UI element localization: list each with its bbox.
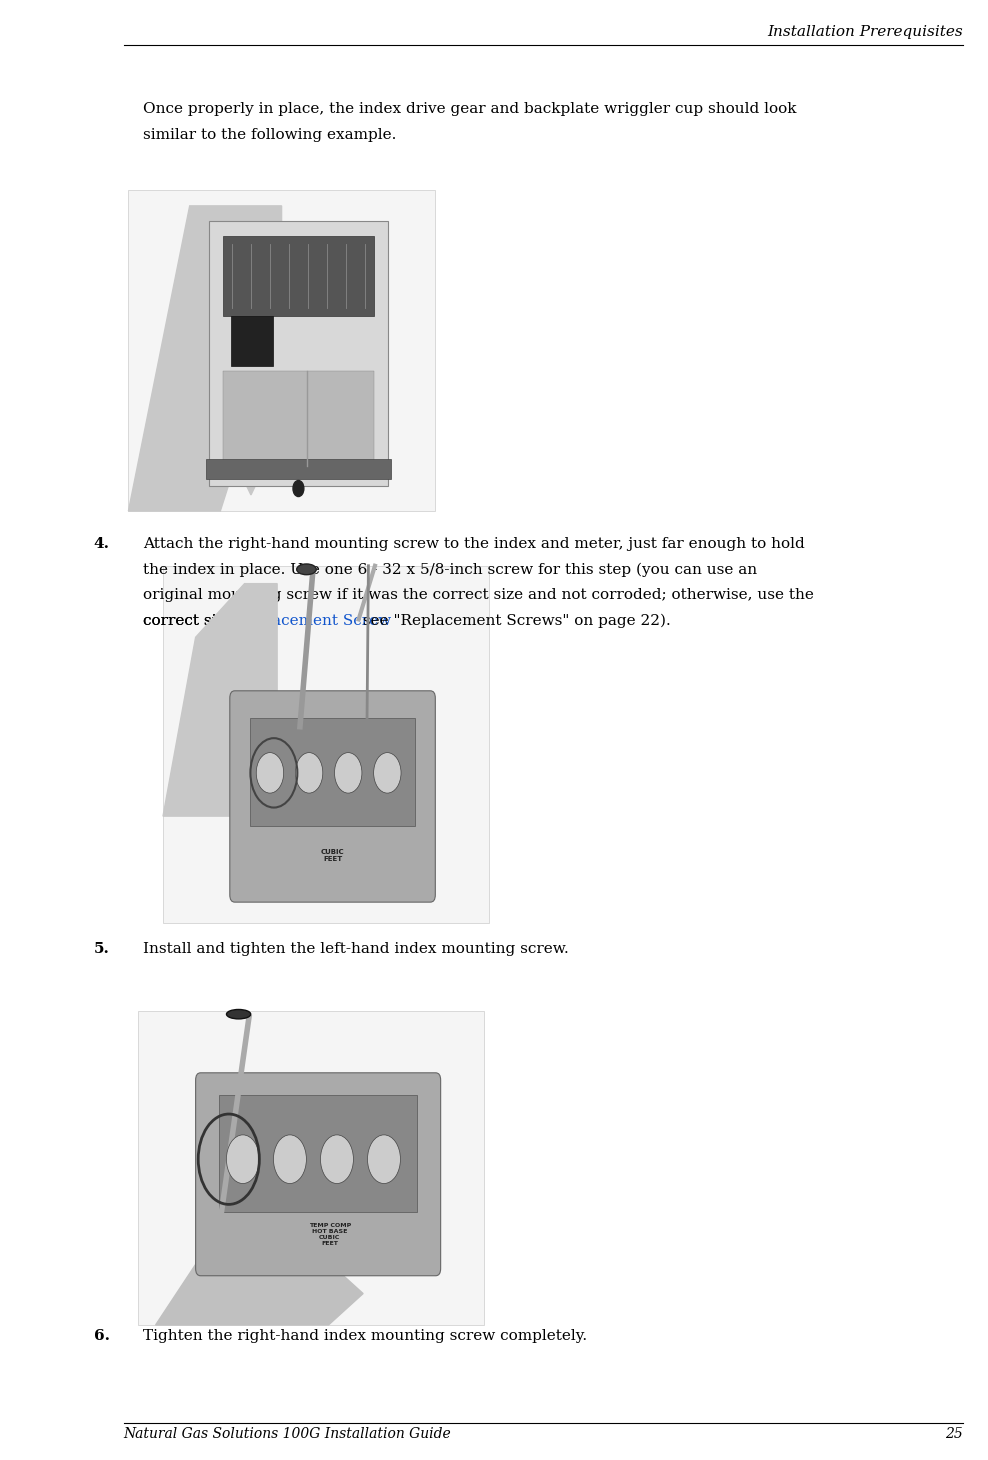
Circle shape [226,1134,259,1184]
Circle shape [293,480,304,496]
Text: the index in place. Use one 6 - 32 x 5/8-inch screw for this step (you can use a: the index in place. Use one 6 - 32 x 5/8… [143,562,758,577]
FancyBboxPatch shape [230,691,436,902]
Ellipse shape [296,564,316,575]
Text: TEMP COMP
HOT BASE
CUBIC
FEET: TEMP COMP HOT BASE CUBIC FEET [309,1223,351,1245]
Circle shape [320,1134,354,1184]
Text: Tighten the right-hand index mounting screw completely.: Tighten the right-hand index mounting sc… [143,1329,588,1343]
FancyBboxPatch shape [222,237,374,315]
FancyBboxPatch shape [196,1073,441,1276]
Text: 25: 25 [946,1428,963,1441]
Text: Install and tighten the left-hand index mounting screw.: Install and tighten the left-hand index … [143,942,569,956]
Polygon shape [155,1247,363,1326]
Text: similar to the following example.: similar to the following example. [143,128,396,143]
FancyBboxPatch shape [209,220,387,486]
Circle shape [335,752,362,793]
Text: 6.: 6. [94,1329,110,1343]
FancyBboxPatch shape [250,718,415,826]
Text: Once properly in place, the index drive gear and backplate wriggler cup should l: Once properly in place, the index drive … [143,102,796,117]
Text: see "Replacement Screws" on page 22).: see "Replacement Screws" on page 22). [359,613,671,628]
FancyBboxPatch shape [163,565,489,924]
FancyBboxPatch shape [231,315,273,366]
Circle shape [256,752,284,793]
Circle shape [368,1134,400,1184]
Text: CUBIC
FEET: CUBIC FEET [321,848,345,861]
Polygon shape [128,206,282,511]
Circle shape [274,1134,306,1184]
FancyBboxPatch shape [222,371,374,466]
FancyBboxPatch shape [219,1095,417,1212]
Text: Natural Gas Solutions 100G Installation Guide: Natural Gas Solutions 100G Installation … [124,1428,452,1441]
Text: Installation Prerequisites: Installation Prerequisites [768,25,963,39]
FancyBboxPatch shape [206,458,391,479]
Text: Replacement Screw: Replacement Screw [236,613,390,628]
Text: 5.: 5. [94,942,110,956]
Text: correct size: correct size [143,613,239,628]
Polygon shape [163,584,277,816]
Text: correct size: correct size [143,613,239,628]
FancyBboxPatch shape [128,190,435,511]
FancyBboxPatch shape [138,1010,484,1326]
Circle shape [373,752,401,793]
Text: Attach the right-hand mounting screw to the index and meter, just far enough to : Attach the right-hand mounting screw to … [143,537,805,552]
Text: original mounting screw if it was the correct size and not corroded; otherwise, : original mounting screw if it was the co… [143,588,814,603]
Ellipse shape [226,1009,251,1019]
Circle shape [295,752,323,793]
Text: 4.: 4. [94,537,110,552]
